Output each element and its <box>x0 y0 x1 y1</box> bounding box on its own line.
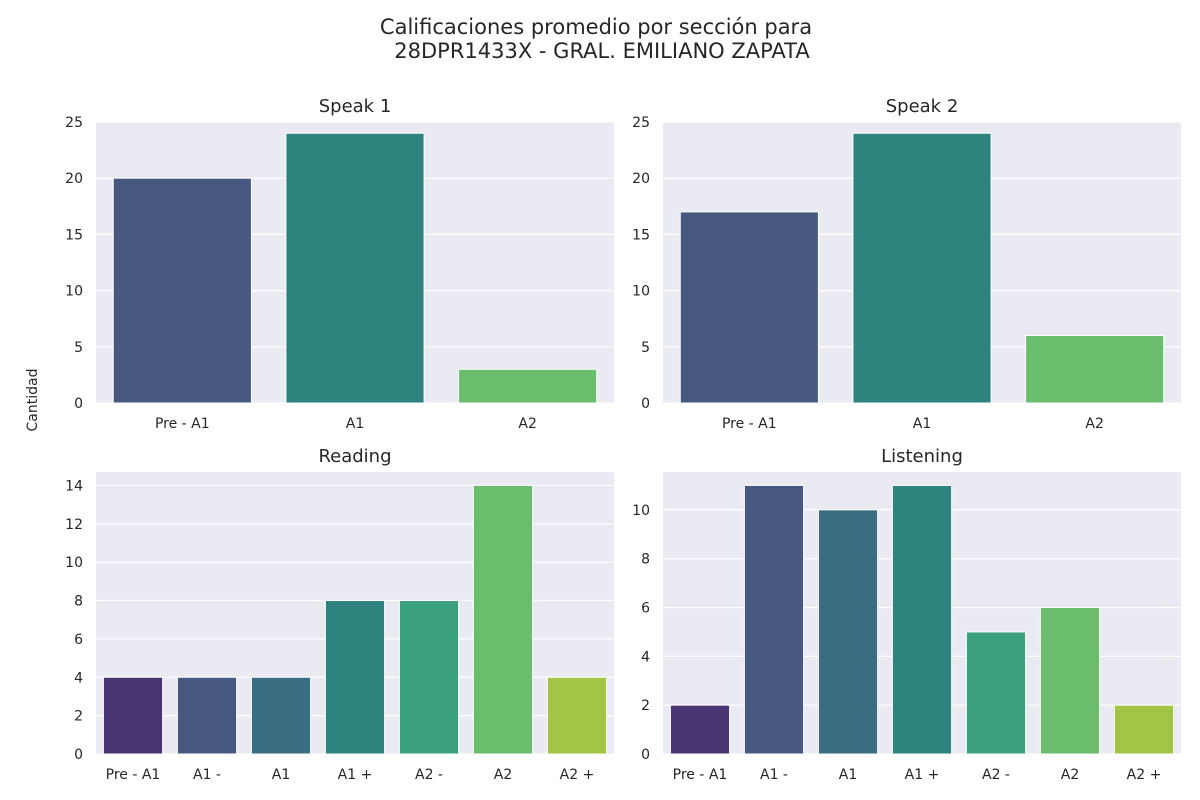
x-tick-label: A2 <box>1085 416 1103 432</box>
bar <box>743 484 805 755</box>
bar <box>1039 607 1101 755</box>
x-tick-label: A2 - <box>982 767 1010 783</box>
y-tick-label: 8 <box>74 594 83 610</box>
x-tick-label: A2 <box>518 416 536 432</box>
y-tick-label: 4 <box>74 670 83 686</box>
y-tick-label: 10 <box>632 284 650 300</box>
bar <box>458 368 598 404</box>
y-tick-label: 25 <box>65 115 83 131</box>
bar <box>176 676 238 755</box>
x-tick-label: Pre - A1 <box>673 767 728 783</box>
subplot-1: 0 5 10 15 20 25 Pre - A1 A1 A2 Speak 1 <box>65 96 614 432</box>
bar <box>398 600 460 755</box>
y-tick-label: 25 <box>632 115 650 131</box>
subplot-3: 0 2 4 6 8 10 12 14 Pre - A1 A1 - A1 A1 + A2 - A2 A2 + R… <box>65 446 614 783</box>
bar <box>817 509 879 755</box>
x-tick-label: A2 <box>1061 767 1079 783</box>
y-tick-label: 10 <box>65 555 83 571</box>
y-tick-label: 15 <box>65 227 83 243</box>
bar <box>1113 704 1175 755</box>
y-tick-label: 2 <box>74 709 83 725</box>
subplot-2: 0 5 10 15 20 25 Pre - A1 A1 A2 Speak 2 <box>632 96 1181 432</box>
bar <box>891 484 953 755</box>
x-tick-label: A2 - <box>415 767 443 783</box>
x-tick-label: A2 <box>494 767 512 783</box>
x-tick-label: Pre - A1 <box>722 416 777 432</box>
y-tick-label: 5 <box>74 340 83 356</box>
bar <box>250 676 312 755</box>
bar <box>112 177 252 404</box>
bar <box>546 676 608 755</box>
bar <box>669 704 731 755</box>
bar <box>472 484 534 755</box>
bar <box>285 132 425 404</box>
x-tick-label: Pre - A1 <box>106 767 161 783</box>
figure-title-line-1: Calificaciones promedio por sección para <box>380 15 812 39</box>
bar <box>852 132 992 404</box>
y-tick-label: 0 <box>74 747 83 763</box>
subplot-4: 0 2 4 6 8 10 Pre - A1 A1 - A1 A1 + A2 - A2 A2 + Liste… <box>632 446 1181 783</box>
subplot-title: Reading <box>318 446 391 467</box>
y-tick-label: 0 <box>641 747 650 763</box>
y-tick-label: 4 <box>641 649 650 665</box>
figure-title-line-2: 28DPR1433X - GRAL. EMILIANO ZAPATA <box>394 39 810 63</box>
x-tick-label: A1 - <box>760 767 788 783</box>
x-tick-label: A1 <box>272 767 290 783</box>
x-tick-label: A1 + <box>338 767 373 783</box>
bar <box>965 631 1027 755</box>
subplot-title: Listening <box>881 446 963 467</box>
x-tick-label: A2 + <box>1127 767 1162 783</box>
y-tick-label: 12 <box>65 517 83 533</box>
x-tick-label: Pre - A1 <box>155 416 210 432</box>
y-tick-label: 14 <box>65 478 83 494</box>
bar <box>102 676 164 755</box>
subplot-title: Speak 2 <box>886 96 959 117</box>
y-tick-label: 6 <box>74 632 83 648</box>
y-tick-label: 6 <box>641 601 650 617</box>
bar <box>324 600 386 755</box>
y-tick-label: 20 <box>65 171 83 187</box>
bar <box>1025 335 1165 404</box>
x-tick-label: A1 <box>346 416 364 432</box>
x-tick-label: A1 <box>913 416 931 432</box>
x-tick-label: A1 <box>839 767 857 783</box>
subplot-title: Speak 1 <box>319 96 392 117</box>
bar <box>679 211 819 404</box>
y-tick-label: 20 <box>632 171 650 187</box>
y-tick-label: 0 <box>74 396 83 412</box>
y-tick-label: 5 <box>641 340 650 356</box>
x-tick-label: A1 + <box>905 767 940 783</box>
y-tick-label: 2 <box>641 698 650 714</box>
y-tick-label: 8 <box>641 552 650 568</box>
x-tick-label: A1 - <box>193 767 221 783</box>
y-tick-label: 15 <box>632 227 650 243</box>
y-axis-label: Cantidad <box>25 369 41 432</box>
y-tick-label: 10 <box>65 284 83 300</box>
y-tick-label: 10 <box>632 503 650 519</box>
x-tick-label: A2 + <box>560 767 595 783</box>
y-tick-label: 0 <box>641 396 650 412</box>
